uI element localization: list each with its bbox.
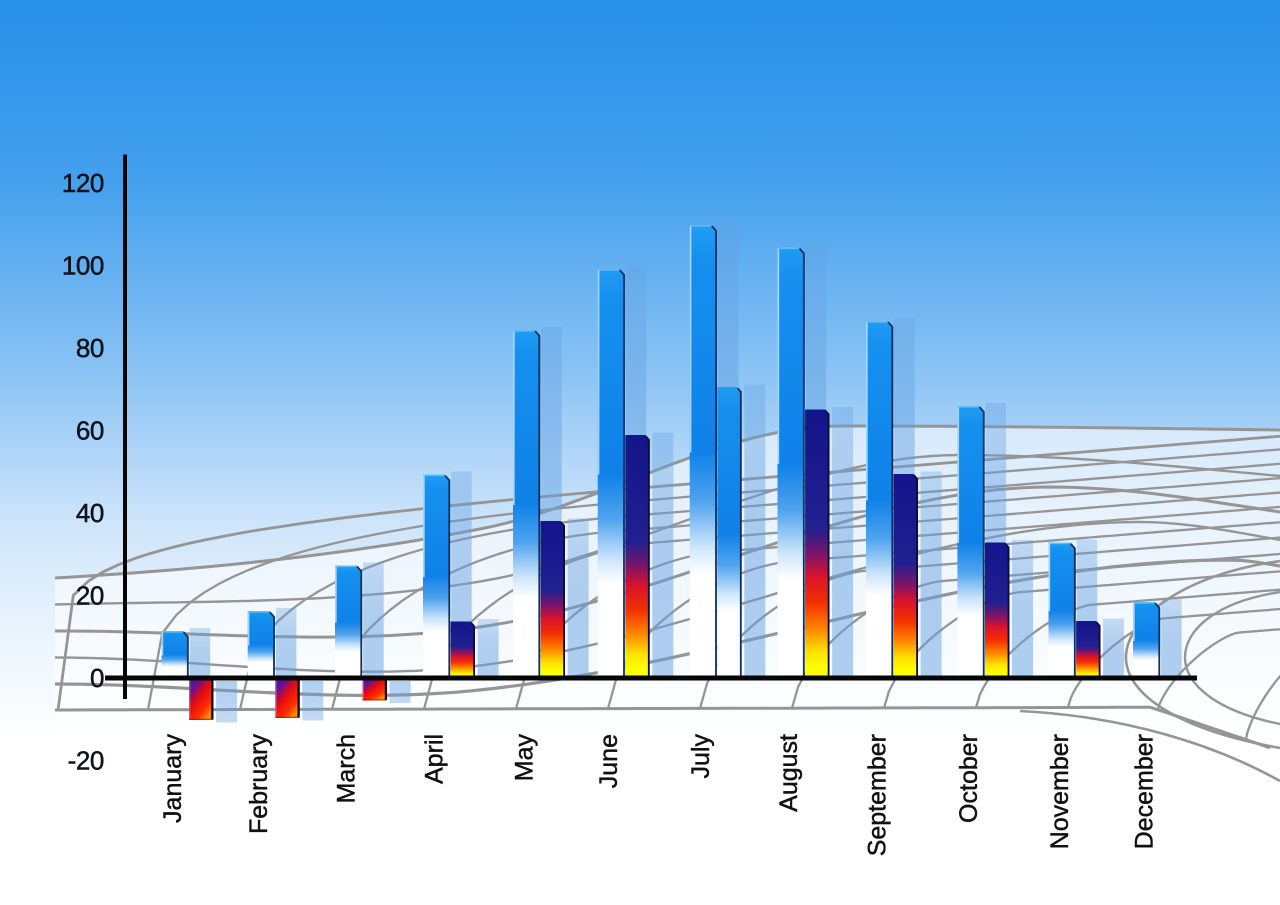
svg-text:August: August <box>775 734 803 812</box>
svg-text:November: November <box>1046 734 1074 849</box>
svg-text:20: 20 <box>76 581 104 611</box>
svg-text:September: September <box>864 734 892 856</box>
svg-text:January: January <box>159 734 187 823</box>
svg-text:60: 60 <box>76 416 104 446</box>
svg-text:July: July <box>687 734 715 779</box>
svg-text:December: December <box>1131 734 1159 849</box>
svg-text:October: October <box>955 734 983 823</box>
svg-text:June: June <box>595 734 623 788</box>
svg-text:April: April <box>421 734 449 784</box>
svg-text:100: 100 <box>62 251 104 281</box>
svg-text:February: February <box>245 734 273 835</box>
svg-text:March: March <box>333 734 361 803</box>
svg-text:120: 120 <box>62 168 104 198</box>
svg-text:May: May <box>511 734 539 782</box>
svg-text:80: 80 <box>76 333 104 363</box>
svg-text:0: 0 <box>90 663 104 693</box>
svg-text:-20: -20 <box>68 746 104 776</box>
svg-text:40: 40 <box>76 498 104 528</box>
